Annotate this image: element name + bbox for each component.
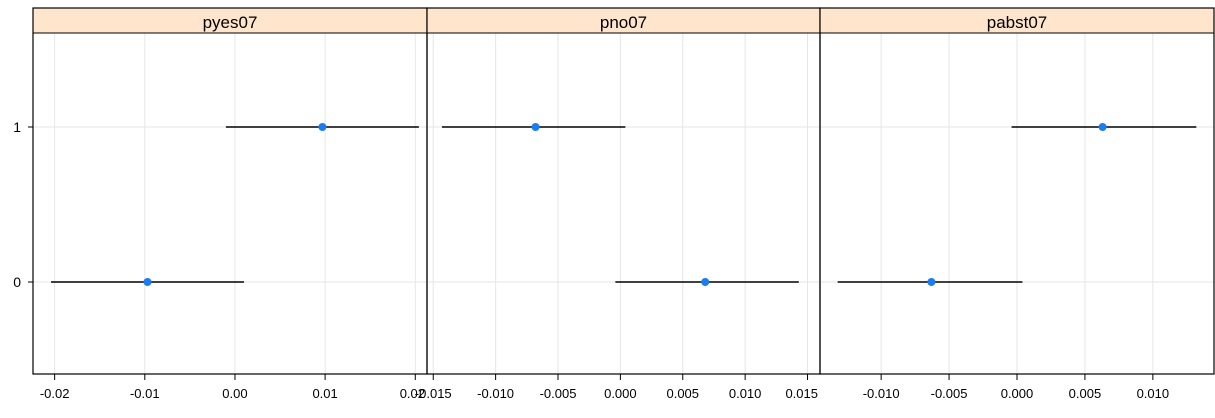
panel-pabst07: pabst07 -0.010 -0.005 0.000 0.005 0.010 [819, 7, 1215, 401]
plot-area [820, 33, 1214, 374]
x-tick-label: -0.01 [130, 386, 160, 401]
data-point [927, 278, 936, 286]
data-point [143, 278, 152, 286]
x-tick-label: 0.01 [312, 386, 337, 401]
x-tick-label: 0.015 [785, 386, 818, 401]
x-tick-label: 0.00 [222, 386, 247, 401]
panel-border [32, 7, 428, 375]
x-tick-label: -0.015 [415, 386, 452, 401]
x-tick-label: 0.02 [400, 386, 425, 401]
x-tick-label: -0.005 [540, 386, 577, 401]
x-tick-label: 0.005 [666, 386, 699, 401]
x-tick-label: 0.000 [1001, 386, 1034, 401]
x-axis: -0.02 -0.01 0.00 0.01 0.02 [40, 374, 425, 401]
strip-label: pabst07 [987, 13, 1048, 32]
strip-label: pno07 [600, 13, 647, 32]
panel-pyes07: pyes07 -0.02 -0.01 0.00 0.01 0.02 [32, 7, 428, 401]
strip-label: pyes07 [203, 13, 258, 32]
x-tick-label: 0.000 [604, 386, 637, 401]
y-tick-label: 1 [13, 119, 21, 135]
data-point [318, 123, 327, 131]
data-point [531, 123, 540, 131]
strip-header [819, 7, 1215, 34]
x-tick-label: 0.005 [1069, 386, 1102, 401]
plot-area [427, 33, 820, 374]
y-axis: 01 [13, 119, 33, 290]
x-tick-label: -0.02 [40, 386, 70, 401]
data-point [701, 278, 710, 286]
y-tick-label: 0 [13, 274, 21, 290]
x-tick-label: 0.010 [729, 386, 762, 401]
strip-header [32, 7, 428, 34]
x-tick-label: 0.010 [1137, 386, 1170, 401]
x-axis: -0.015 -0.010 -0.005 0.000 0.005 0.010 0.015 [415, 374, 818, 401]
data-point [1098, 123, 1107, 131]
x-tick-label: -0.010 [477, 386, 514, 401]
x-axis: -0.010 -0.005 0.000 0.005 0.010 [863, 374, 1169, 401]
x-tick-label: -0.005 [931, 386, 968, 401]
panel-pno07: pno07 -0.015 -0.010 -0.005 0.000 0.005 0.010 0.… [415, 7, 821, 401]
x-tick-label: -0.010 [863, 386, 900, 401]
plot-area [33, 33, 427, 374]
panel-border [426, 7, 821, 375]
